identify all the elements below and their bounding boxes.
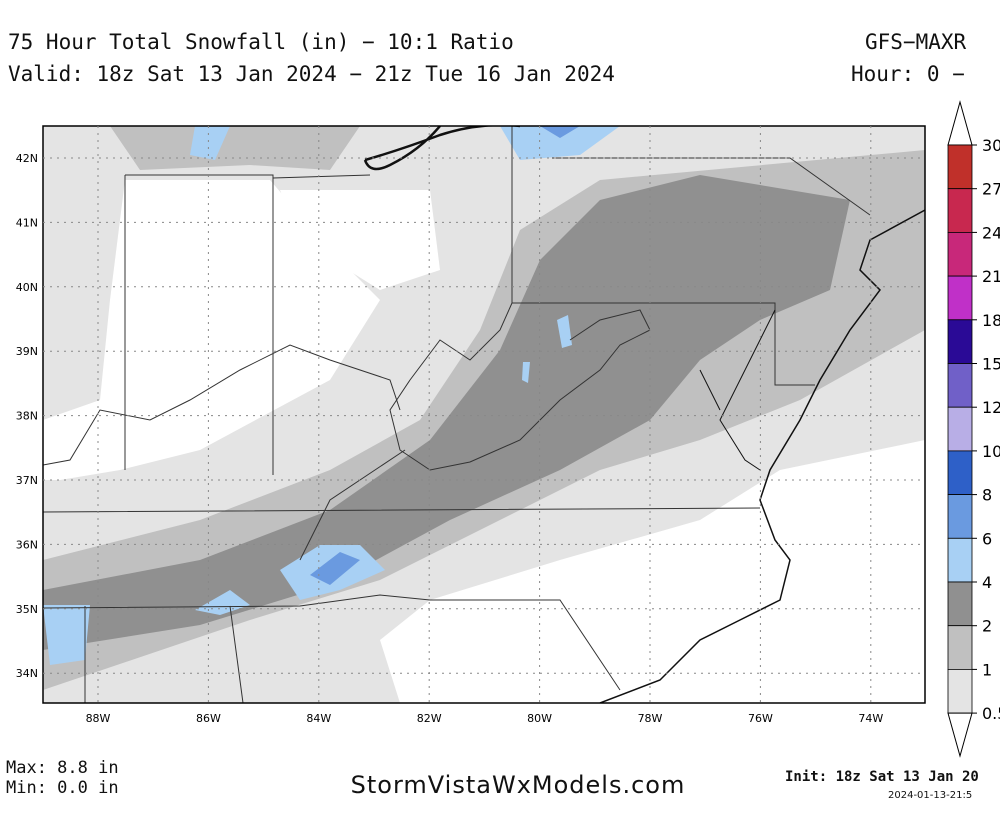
colorbar-label: 18 <box>982 311 1000 330</box>
lat-label: 41N <box>16 216 38 229</box>
colorbar-segment <box>947 144 973 190</box>
colorbar-label: 21 <box>982 267 1000 286</box>
map-field <box>43 126 925 703</box>
colorbar-label: 10 <box>982 442 1000 461</box>
colorbar-segment <box>947 188 973 233</box>
lat-label: 42N <box>16 152 38 165</box>
lon-label: 76W <box>748 712 773 725</box>
valid-time: Valid: 18z Sat 13 Jan 2024 − 21z Tue 16 … <box>8 62 615 86</box>
lon-label: 80W <box>527 712 552 725</box>
model: GFS−MAXR <box>865 30 967 54</box>
colorbar-segment <box>947 669 973 714</box>
lon-label: 78W <box>638 712 663 725</box>
colorbar-label: 2 <box>982 617 992 636</box>
lon-label: 84W <box>306 712 331 725</box>
state-boundaries <box>43 126 925 703</box>
colorbar-label: 12 <box>982 398 1000 417</box>
lat-label: 40N <box>16 281 38 294</box>
colorbar-segment <box>947 450 973 495</box>
colorbar-label: 30 <box>982 136 1000 155</box>
lon-label: 86W <box>196 712 221 725</box>
title: 75 Hour Total Snowfall (in) − 10:1 Ratio <box>8 30 514 54</box>
colorbar-segment <box>947 537 973 583</box>
colorbar-label: 0.5 <box>982 704 1000 723</box>
lat-label: 37N <box>16 474 38 487</box>
site: StormVistaWxModels.com <box>351 771 686 799</box>
colorbar-segment <box>947 581 973 627</box>
min-value: Min: 0.0 in <box>6 778 119 798</box>
graticule: 42N 41N 40N 39N 38N 37N 36N 35N 34N 88W 86W 84W 82W 8… <box>16 126 925 725</box>
init-time: Init: 18z Sat 13 Jan 20 <box>785 769 979 785</box>
timestamp: 2024-01-13-21:5 <box>888 790 972 801</box>
colorbar-segment <box>947 494 973 539</box>
lat-label: 39N <box>16 345 38 358</box>
lat-label: 38N <box>16 410 38 423</box>
colorbar-segment <box>947 319 973 364</box>
lat-label: 36N <box>16 538 38 551</box>
colorbar-label: 24 <box>982 223 1000 242</box>
colorbar-segment <box>947 406 973 452</box>
colorbar-top-arrow <box>947 100 973 146</box>
lat-label: 35N <box>16 603 38 616</box>
colorbar-segment <box>947 275 973 321</box>
lon-label: 82W <box>417 712 442 725</box>
map-frame <box>42 125 926 704</box>
colorbar-label: 1 <box>982 660 992 679</box>
colorbar-label: 15 <box>982 355 1000 374</box>
lat-label: 34N <box>16 667 38 680</box>
hour: Hour: 0 − <box>851 62 965 86</box>
colorbar-label: 27 <box>982 180 1000 199</box>
colorbar-segment <box>947 625 973 670</box>
colorbar-label: 8 <box>982 486 992 505</box>
colorbar-bottom-arrow <box>947 712 973 758</box>
colorbar-label: 4 <box>982 573 992 592</box>
max-value: Max: 8.8 in <box>6 758 119 778</box>
colorbar-segment <box>947 231 973 277</box>
colorbar-segment <box>947 363 973 408</box>
lon-label: 88W <box>86 712 111 725</box>
lon-label: 74W <box>858 712 883 725</box>
colorbar-label: 6 <box>982 529 992 548</box>
